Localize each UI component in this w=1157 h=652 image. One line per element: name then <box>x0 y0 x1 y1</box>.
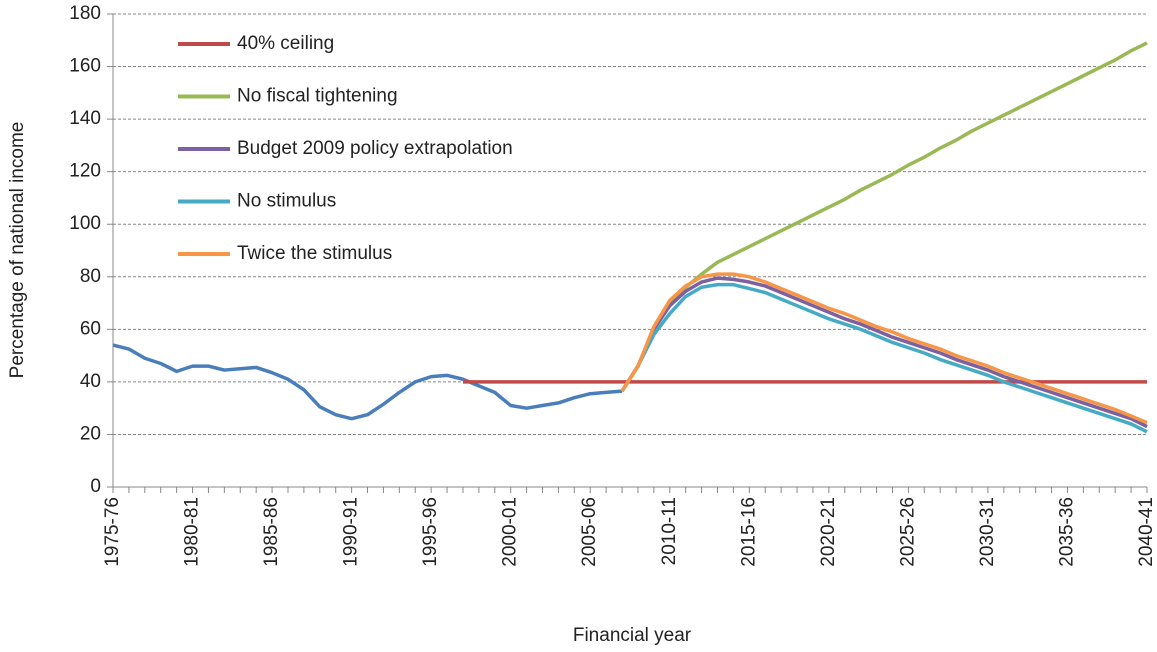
x-tick-label: 2030-31 <box>977 497 998 567</box>
y-tick-label: 0 <box>90 476 101 497</box>
y-tick-label: 40 <box>80 371 101 392</box>
x-tick-label: 2015-16 <box>738 497 759 567</box>
y-tick-label: 20 <box>80 423 101 444</box>
x-axis-label: Financial year <box>573 625 692 646</box>
x-tick-label: 1985-86 <box>261 497 282 567</box>
series-line <box>620 41 1148 393</box>
y-tick-label: 60 <box>80 318 101 339</box>
x-tick-label: 1980-81 <box>182 497 203 567</box>
x-tick-label: 2040-41 <box>1136 497 1157 567</box>
x-tick-label: 1995-96 <box>420 497 441 567</box>
x-tick-label: 2010-11 <box>659 497 680 565</box>
x-tick-label: 2000-01 <box>500 497 521 567</box>
x-tick-label: 1990-91 <box>341 497 362 567</box>
series-line <box>620 272 1148 425</box>
legend-label: No fiscal tightening <box>237 86 398 107</box>
x-tick-label: 2035-36 <box>1056 497 1077 567</box>
y-axis-label: Percentage of national income <box>7 122 28 379</box>
y-tick-label: 180 <box>69 3 101 24</box>
legend-label: No stimulus <box>237 191 336 212</box>
y-tick-label: 120 <box>69 161 101 182</box>
legend-label: Budget 2009 policy extrapolation <box>237 138 513 159</box>
x-tick-label: 2020-21 <box>818 497 839 567</box>
series-line <box>620 282 1148 434</box>
x-tick-label: 2025-26 <box>897 497 918 567</box>
x-tick-label: 1975-76 <box>102 497 123 567</box>
series-line <box>620 276 1148 429</box>
legend-label: Twice the stimulus <box>237 243 392 264</box>
series-line <box>112 343 623 421</box>
y-tick-label: 80 <box>80 266 101 287</box>
y-tick-label: 140 <box>69 108 101 129</box>
y-tick-label: 100 <box>69 213 101 234</box>
x-tick-label: 2005-06 <box>579 497 600 567</box>
y-tick-label: 160 <box>69 56 101 77</box>
legend-label: 40% ceiling <box>237 33 334 54</box>
